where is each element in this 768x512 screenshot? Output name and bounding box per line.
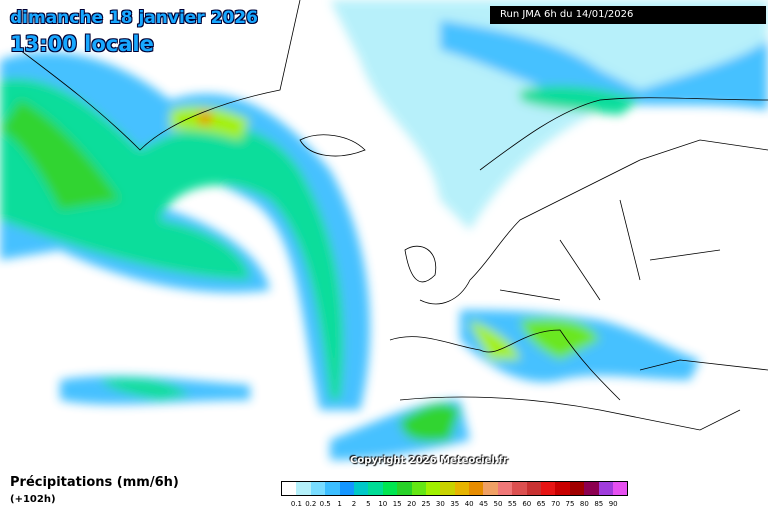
legend-swatch bbox=[282, 482, 297, 495]
legend-swatch bbox=[541, 482, 556, 495]
legend-swatch bbox=[353, 482, 369, 495]
legend-swatch bbox=[454, 482, 470, 495]
legend-label: 60 bbox=[522, 500, 532, 508]
legend-label: 75 bbox=[565, 500, 575, 508]
legend-label: 10 bbox=[378, 500, 388, 508]
legend-swatch bbox=[584, 482, 599, 495]
legend-label: 35 bbox=[450, 500, 460, 508]
legend-swatch bbox=[325, 482, 340, 495]
legend-swatch bbox=[512, 482, 527, 495]
legend-swatch bbox=[425, 482, 441, 495]
legend-swatches bbox=[281, 481, 629, 496]
legend-swatch bbox=[469, 482, 484, 495]
legend-label: 40 bbox=[464, 500, 474, 508]
time-title: 13:00 locale bbox=[10, 32, 154, 56]
legend-swatch bbox=[612, 482, 628, 495]
legend-swatch bbox=[310, 482, 326, 495]
map bbox=[0, 0, 768, 460]
legend-swatch bbox=[382, 482, 398, 495]
legend-label: 65 bbox=[536, 500, 546, 508]
legend-swatch bbox=[411, 482, 426, 495]
legend-label: 80 bbox=[579, 500, 589, 508]
legend-swatch bbox=[368, 482, 383, 495]
legend-swatch bbox=[483, 482, 498, 495]
legend-label: 90 bbox=[608, 500, 618, 508]
legend-label: 15 bbox=[392, 500, 402, 508]
legend-label: 30 bbox=[435, 500, 445, 508]
legend-label: 0.2 bbox=[305, 500, 317, 508]
legend-label: 0.5 bbox=[319, 500, 331, 508]
legend-label: 25 bbox=[421, 500, 431, 508]
legend-label: 55 bbox=[507, 500, 517, 508]
legend-label: 5 bbox=[366, 500, 371, 508]
legend-label: 70 bbox=[551, 500, 561, 508]
legend-label: 0.1 bbox=[290, 500, 302, 508]
date-title: dimanche 18 janvier 2026 bbox=[10, 8, 258, 28]
legend-label: 50 bbox=[493, 500, 503, 508]
legend-swatch bbox=[598, 482, 613, 495]
lead-time: (+102h) bbox=[10, 494, 56, 505]
legend-swatch bbox=[296, 482, 311, 495]
run-info: Run JMA 6h du 14/01/2026 bbox=[490, 6, 766, 24]
legend-label: 45 bbox=[479, 500, 489, 508]
copyright: Copyright 2026 Meteociel.fr bbox=[350, 455, 508, 466]
legend-swatch bbox=[397, 482, 412, 495]
legend-swatch bbox=[339, 482, 354, 495]
legend-title: Précipitations (mm/6h) bbox=[10, 475, 179, 490]
legend-label: 85 bbox=[594, 500, 604, 508]
legend-swatch bbox=[569, 482, 585, 495]
legend-swatch bbox=[555, 482, 570, 495]
legend-label: 2 bbox=[351, 500, 357, 508]
legend-label: 20 bbox=[407, 500, 417, 508]
legend-swatch bbox=[526, 482, 542, 495]
legend-swatch bbox=[440, 482, 455, 495]
legend-label: 1 bbox=[337, 500, 342, 508]
legend-swatch bbox=[497, 482, 513, 495]
